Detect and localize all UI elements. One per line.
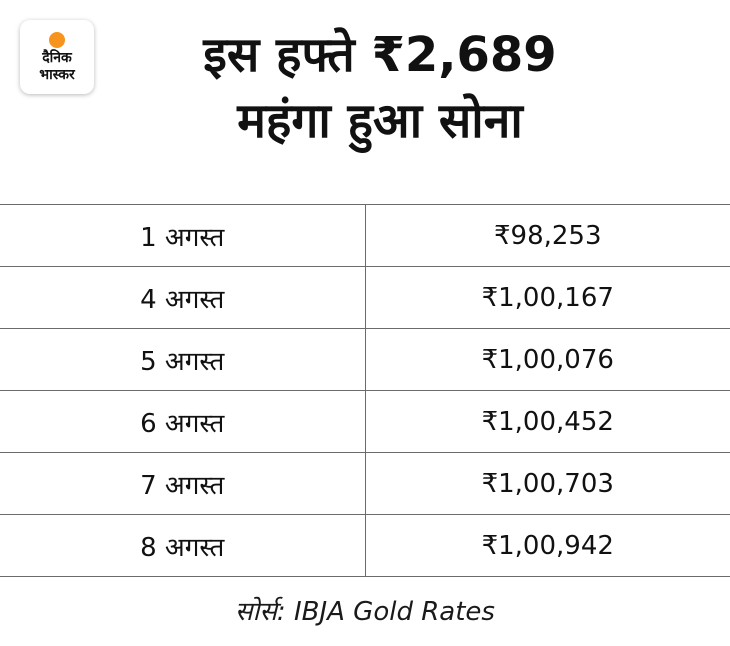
logo-text-line2: भास्कर bbox=[39, 67, 75, 83]
date-cell: 4 अगस्त bbox=[0, 266, 366, 329]
price-cell: ₹1,00,076 bbox=[365, 328, 730, 391]
headline-line1: इस हफ्ते ₹2,689 bbox=[203, 27, 557, 83]
date-cell: 5 अगस्त bbox=[0, 328, 366, 391]
date-cell: 7 अगस्त bbox=[0, 452, 366, 515]
table-row: 5 अगस्त ₹1,00,076 bbox=[0, 328, 730, 391]
gold-rates-table: 1 अगस्त ₹98,253 4 अगस्त ₹1,00,167 5 अगस्… bbox=[0, 204, 730, 577]
sun-icon bbox=[49, 32, 65, 48]
table-row: 8 अगस्त ₹1,00,942 bbox=[0, 514, 730, 577]
headline: इस हफ्ते ₹2,689 महंगा हुआ सोना bbox=[110, 22, 650, 154]
table-row: 7 अगस्त ₹1,00,703 bbox=[0, 452, 730, 515]
price-cell: ₹98,253 bbox=[365, 204, 730, 267]
date-cell: 8 अगस्त bbox=[0, 514, 366, 577]
logo-text-line1: दैनिक bbox=[42, 50, 72, 66]
source-note: सोर्स: IBJA Gold Rates bbox=[235, 597, 495, 627]
date-cell: 6 अगस्त bbox=[0, 390, 366, 453]
price-cell: ₹1,00,942 bbox=[365, 514, 730, 577]
price-cell: ₹1,00,167 bbox=[365, 266, 730, 329]
table-row: 4 अगस्त ₹1,00,167 bbox=[0, 266, 730, 329]
price-cell: ₹1,00,703 bbox=[365, 452, 730, 515]
dainik-bhaskar-logo: दैनिक भास्कर bbox=[20, 20, 94, 94]
date-cell: 1 अगस्त bbox=[0, 204, 366, 267]
table-row: 6 अगस्त ₹1,00,452 bbox=[0, 390, 730, 453]
price-cell: ₹1,00,452 bbox=[365, 390, 730, 453]
table-row: 1 अगस्त ₹98,253 bbox=[0, 204, 730, 267]
headline-line2: महंगा हुआ सोना bbox=[237, 93, 523, 149]
